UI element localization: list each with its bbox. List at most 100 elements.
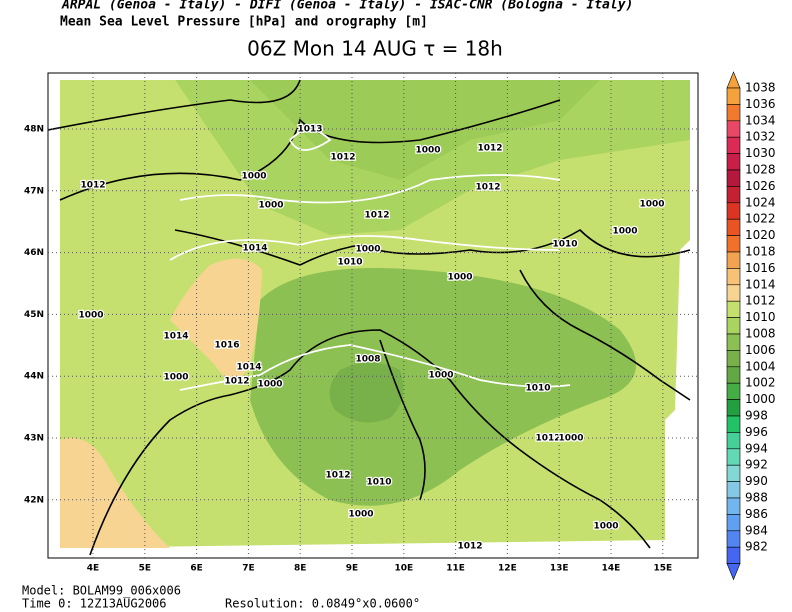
lon-label: 8E <box>294 564 306 574</box>
colorbar-label: 1020 <box>745 228 776 242</box>
contour-label: 1000 <box>428 371 453 381</box>
colorbar-label: 1014 <box>745 277 776 291</box>
contour-label: 1010 <box>525 384 550 394</box>
lat-label: 42N <box>24 495 44 505</box>
contour-label: 1012 <box>477 144 502 154</box>
field-1006 <box>329 362 404 423</box>
field-1008 <box>250 268 636 506</box>
contour-label: 1012 <box>330 153 355 163</box>
contour-label: 1010 <box>366 478 391 488</box>
contour-label: 1000 <box>447 273 472 283</box>
colorbar-box <box>726 169 741 187</box>
colorbar-label: 998 <box>745 409 768 423</box>
lat-label: 46N <box>24 248 44 258</box>
field-1014 <box>170 258 262 379</box>
colorbar-label: 994 <box>745 441 768 455</box>
contour-label: 1000 <box>241 172 266 182</box>
colorbar-box <box>726 317 741 335</box>
contour-label: 1012 <box>535 434 560 444</box>
model: Model: BOLAM99_006x006 <box>22 584 181 598</box>
colorbar-label: 1022 <box>745 212 776 226</box>
coastlines <box>47 79 691 556</box>
contour-label: 1012 <box>475 183 500 193</box>
contour-label: 1012 <box>224 377 249 387</box>
colorbar-label: 1038 <box>745 81 776 95</box>
contour-label: 1000 <box>163 373 188 383</box>
colorbar: 1038 1036 1034 1032 1030 1028 1026 1024 1022 1020… <box>726 71 776 581</box>
colorbar-label: 986 <box>745 507 768 521</box>
lat-label: 43N <box>24 434 44 444</box>
colorbar-label: 1006 <box>745 343 776 357</box>
colorbar-arrow-top <box>726 71 741 89</box>
colorbar-box <box>726 481 741 499</box>
colorbar-box <box>726 300 741 318</box>
lon-label: 10E <box>394 564 413 574</box>
colorbar-label: 1018 <box>745 245 776 259</box>
field-title: Mean Sea Level Pressure [hPa] and orogra… <box>60 15 428 30</box>
contour-label: 1016 <box>214 341 239 351</box>
lat-label: 44N <box>24 372 44 382</box>
colorbar-box <box>726 268 741 286</box>
lon-label: 4E <box>87 564 99 574</box>
pressure-contours <box>169 129 571 391</box>
contour-label: 1012 <box>325 471 350 481</box>
contour-label: 1008 <box>355 355 380 365</box>
colorbar-label: 1030 <box>745 146 776 160</box>
colorbar-label: 1026 <box>745 179 776 193</box>
colorbar-box <box>726 218 741 236</box>
colorbar-box <box>726 350 741 368</box>
lon-label: 13E <box>550 564 569 574</box>
contour-label: 1000 <box>639 200 664 210</box>
contour-label: 1000 <box>78 311 103 321</box>
contour-label: 1012 <box>364 211 389 221</box>
colorbar-box <box>726 87 741 105</box>
colorbar-arrow-bottom <box>726 563 741 581</box>
contour-label: 1010 <box>552 240 577 250</box>
colorbar-label: 996 <box>745 425 768 439</box>
contour-label: 1000 <box>593 522 618 532</box>
lon-label: 11E <box>446 564 465 574</box>
colorbar-label: 1016 <box>745 261 776 275</box>
contour-label: 1000 <box>348 510 373 520</box>
colorbar-box <box>726 432 741 450</box>
colorbar-label: 1012 <box>745 294 776 308</box>
colorbar-box <box>726 333 741 351</box>
colorbar-label: 1024 <box>745 195 776 209</box>
contour-label: 1000 <box>257 380 282 390</box>
contour-label: 1000 <box>355 245 380 255</box>
colorbar-box <box>726 251 741 269</box>
colorbar-label: 1034 <box>745 113 776 127</box>
colorbar-label: 1036 <box>745 97 776 111</box>
resolution: Resolution: 0.0849°x0.0600° <box>225 597 420 611</box>
colorbar-box <box>726 284 741 302</box>
colorbar-label: 984 <box>745 523 768 537</box>
colorbar-box <box>726 366 741 384</box>
map: 48N 47N 46N 45N 44N 43N 42N 4E 5E 6E 7E 8E 9E 10E 11E 1… <box>24 72 699 574</box>
colorbar-label: 1010 <box>745 310 776 324</box>
colorbar-box <box>726 464 741 482</box>
colorbar-label: 1028 <box>745 163 776 177</box>
colorbar-box <box>726 399 741 417</box>
lon-label: 15E <box>653 564 672 574</box>
graticule: 48N 47N 46N 45N 44N 43N 42N 4E 5E 6E 7E 8E 9E 10E 11E 1… <box>24 73 698 574</box>
colorbar-label: 990 <box>745 474 768 488</box>
agencies: ARPAL (Genoa - Italy) - DIFI (Genoa - It… <box>61 0 633 13</box>
colorbar-box <box>726 546 741 564</box>
colorbar-box <box>726 202 741 220</box>
field-1010b <box>250 80 600 180</box>
colorbar-box <box>726 415 741 433</box>
colorbar-label: 992 <box>745 458 768 472</box>
lon-label: 5E <box>139 564 151 574</box>
contour-label: 1000 <box>612 227 637 237</box>
lon-label: 9E <box>346 564 358 574</box>
contour-label: 1012 <box>457 542 482 552</box>
colorbar-label: 982 <box>745 540 768 554</box>
lat-label: 47N <box>24 186 44 196</box>
contour-label: 1000 <box>558 434 583 444</box>
colorbar-box <box>726 136 741 154</box>
init-time: Time 0: 12Z13AUG2006 <box>22 597 167 611</box>
colorbar-label: 988 <box>745 491 768 505</box>
lon-label: 14E <box>602 564 621 574</box>
colorbar-label: 1000 <box>745 392 776 406</box>
